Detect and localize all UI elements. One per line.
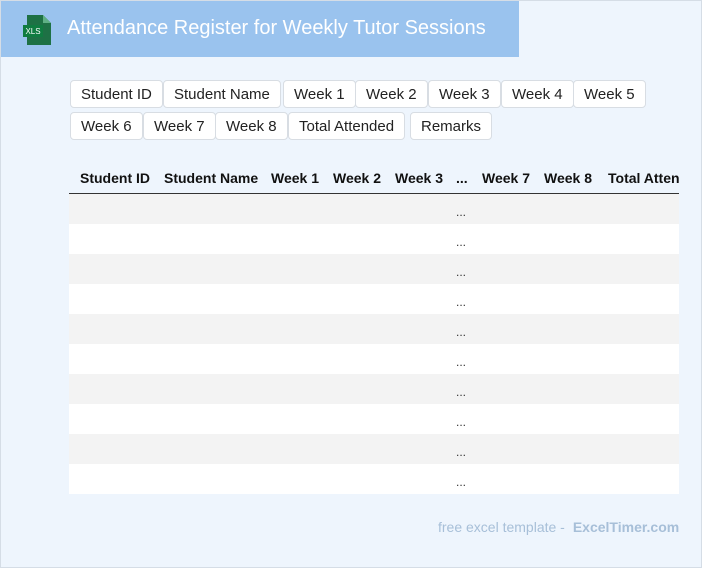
column-header: Total Attended (608, 170, 679, 186)
table-row: ... (69, 374, 679, 404)
xls-icon: XLS (23, 15, 51, 45)
table-row: ... (69, 404, 679, 434)
header: XLS Attendance Register for Weekly Tutor… (1, 1, 519, 57)
table-cell: ... (456, 415, 467, 429)
footer: free excel template - ExcelTimer.com (438, 519, 679, 535)
column-header: Week 3 (395, 170, 443, 186)
column-header: Week 8 (544, 170, 592, 186)
field-chip[interactable]: Student Name (163, 80, 281, 108)
column-header: Student ID (80, 170, 150, 186)
field-chip[interactable]: Week 7 (143, 112, 216, 140)
field-chip[interactable]: Week 1 (283, 80, 356, 108)
header-rule (69, 193, 679, 194)
field-chip[interactable]: Week 2 (355, 80, 428, 108)
table-cell: ... (456, 445, 467, 459)
column-header: Student Name (164, 170, 259, 186)
table-row: ... (69, 314, 679, 344)
field-chip[interactable]: Week 4 (501, 80, 574, 108)
table-row: ... (69, 464, 679, 494)
table: Student ID Student Name Week 1 Week 2 Week 3… (69, 163, 679, 494)
table-cell: ... (456, 235, 467, 249)
footer-brand[interactable]: ExcelTimer.com (572, 519, 680, 535)
field-chip[interactable]: Student ID (70, 80, 163, 108)
table-row: ... (69, 224, 679, 254)
table-row: ... (69, 284, 679, 314)
table-cell: ... (456, 475, 467, 489)
table-row: ... (69, 344, 679, 374)
table-cell: ... (456, 295, 467, 309)
table-cell: ... (456, 325, 467, 339)
title: Attendance Register for Weekly Tutor Ses… (67, 17, 486, 39)
field-chip[interactable]: Remarks (410, 112, 493, 140)
table-row: ... (69, 194, 679, 224)
field-chip[interactable]: Week 5 (573, 80, 646, 108)
field-chip[interactable]: Total Attended (288, 112, 406, 140)
table-row: ... (69, 254, 679, 284)
field-chip[interactable]: Week 6 (70, 112, 143, 140)
table-cell: ... (456, 355, 467, 369)
table-cell: ... (456, 385, 467, 399)
field-chip[interactable]: Week 8 (215, 112, 288, 140)
table-row: ... (69, 434, 679, 464)
column-header: Week 2 (333, 170, 381, 186)
column-header: Week 1 (271, 170, 319, 186)
icon-label: XLS (25, 27, 40, 36)
field-chip[interactable]: Week 3 (428, 80, 501, 108)
column-header: ... (456, 170, 468, 186)
table-cell: ... (456, 265, 467, 279)
footer-text: free excel template - (438, 519, 565, 535)
column-header: Week 7 (482, 170, 530, 186)
table-cell: ... (456, 205, 467, 219)
